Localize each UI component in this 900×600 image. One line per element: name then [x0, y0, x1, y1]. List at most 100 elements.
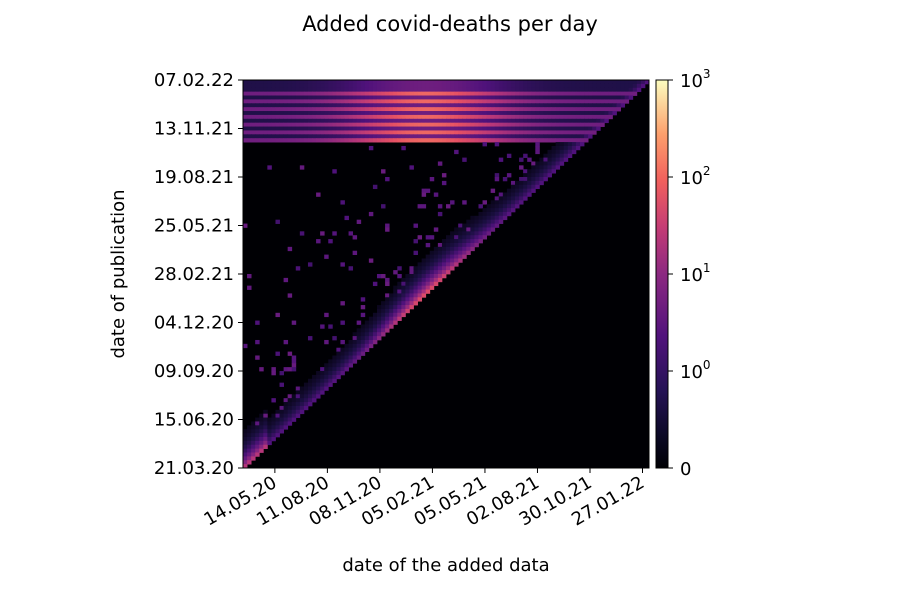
heatmap-cell [474, 91, 479, 96]
heatmap-cell [340, 339, 345, 345]
heatmap-cell [336, 107, 341, 112]
heatmap-cell [372, 328, 378, 333]
heatmap-cell [352, 138, 358, 143]
heatmap-cell [255, 355, 260, 360]
heatmap-cell [295, 266, 301, 271]
heatmap-cell [385, 83, 390, 89]
heatmap-cell [299, 103, 305, 108]
heatmap-cell [385, 87, 390, 93]
heatmap-cell [409, 165, 414, 170]
heatmap-cell [498, 211, 504, 217]
heatmap-cell [360, 130, 366, 135]
heatmap-cell [466, 103, 471, 108]
heatmap-cell [368, 328, 374, 333]
heatmap-cell [340, 138, 345, 143]
heatmap-cell [596, 126, 601, 131]
heatmap-cell [470, 99, 475, 104]
heatmap-cell [454, 246, 459, 252]
heatmap-cell [291, 87, 297, 93]
heatmap-cell [303, 390, 309, 395]
heatmap-cell [348, 83, 354, 89]
heatmap-cell [425, 289, 431, 294]
heatmap-cell [243, 111, 248, 116]
heatmap-cell [332, 103, 337, 108]
heatmap-cell [482, 200, 487, 205]
heatmap-cell [523, 118, 528, 124]
heatmap-cell [450, 246, 455, 252]
heatmap-cell [279, 118, 284, 124]
heatmap-cell [482, 130, 487, 135]
heatmap-cell [458, 103, 463, 108]
heatmap-cell [320, 382, 325, 387]
heatmap-cell [519, 103, 524, 108]
heatmap-cell [616, 103, 621, 108]
heatmap-cell [352, 103, 358, 108]
heatmap-cell [283, 103, 289, 108]
heatmap-cell [291, 134, 297, 139]
heatmap-cell [571, 142, 577, 147]
heatmap-cell [376, 95, 382, 100]
heatmap-cell [571, 122, 577, 127]
heatmap-cell [376, 103, 382, 108]
heatmap-cell [515, 180, 520, 186]
heatmap-cell [413, 126, 418, 131]
y-tick-label: 09.09.20 [154, 361, 234, 382]
heatmap-cell [417, 270, 423, 275]
heatmap-cell [417, 95, 423, 100]
heatmap-cell [527, 184, 532, 190]
heatmap-cell [251, 440, 256, 446]
heatmap-cell [303, 80, 309, 85]
heatmap-cell [376, 91, 382, 96]
heatmap-cell [421, 107, 427, 112]
heatmap-cell [592, 80, 597, 85]
heatmap-cell [417, 130, 423, 135]
heatmap-cell [502, 91, 508, 96]
heatmap-cell [519, 114, 524, 120]
heatmap-cell [616, 91, 621, 96]
heatmap-cell [494, 204, 500, 209]
heatmap-cell [446, 87, 451, 93]
heatmap-cell [287, 107, 293, 112]
heatmap-cell [539, 161, 544, 166]
heatmap-cell [332, 130, 337, 135]
heatmap-cell [368, 95, 374, 100]
heatmap-cell [356, 126, 362, 131]
heatmap-cell [515, 95, 520, 100]
heatmap-cell [539, 130, 544, 135]
heatmap-cell [409, 114, 414, 120]
heatmap-cell [425, 114, 431, 120]
heatmap-cell [600, 80, 605, 85]
heatmap-cell [454, 103, 459, 108]
heatmap-cell [425, 274, 431, 279]
heatmap-cell [523, 196, 528, 201]
heatmap-cell [413, 134, 418, 139]
heatmap-cell [458, 114, 463, 120]
heatmap-cell [446, 242, 451, 248]
heatmap-cell [539, 126, 544, 131]
heatmap-cell [295, 402, 301, 407]
heatmap-cell [267, 80, 272, 85]
heatmap-cell [413, 91, 418, 96]
heatmap-cell [470, 80, 475, 85]
heatmap-cell [340, 363, 345, 368]
heatmap-cell [344, 347, 349, 352]
heatmap-cell [543, 95, 548, 100]
heatmap-cell [364, 130, 370, 135]
heatmap-cell [336, 87, 341, 93]
heatmap-cell [255, 448, 260, 453]
heatmap-cell [283, 122, 289, 127]
heatmap-cell [498, 196, 504, 201]
heatmap-cell [450, 80, 455, 85]
heatmap-cell [344, 355, 349, 360]
heatmap-cell [340, 122, 345, 127]
heatmap-cell [344, 103, 349, 108]
heatmap-cell [506, 130, 512, 135]
heatmap-cell [441, 111, 447, 116]
heatmap-cell [608, 99, 613, 104]
heatmap-cell [588, 114, 593, 120]
heatmap-cell [417, 111, 423, 116]
heatmap-cell [247, 126, 252, 131]
heatmap-cell [291, 126, 297, 131]
heatmap-cell [381, 301, 386, 306]
heatmap-cell [421, 99, 427, 104]
